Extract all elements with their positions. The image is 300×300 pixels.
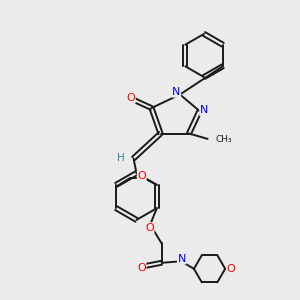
Text: H: H — [117, 153, 124, 164]
Text: O: O — [126, 93, 135, 103]
Text: O: O — [137, 262, 146, 273]
Text: O: O — [227, 264, 236, 274]
Text: N: N — [172, 87, 181, 97]
Text: N: N — [200, 105, 208, 116]
Text: N: N — [178, 254, 186, 264]
Text: O: O — [145, 223, 154, 233]
Text: CH₃: CH₃ — [215, 135, 232, 144]
Text: O: O — [137, 171, 146, 181]
